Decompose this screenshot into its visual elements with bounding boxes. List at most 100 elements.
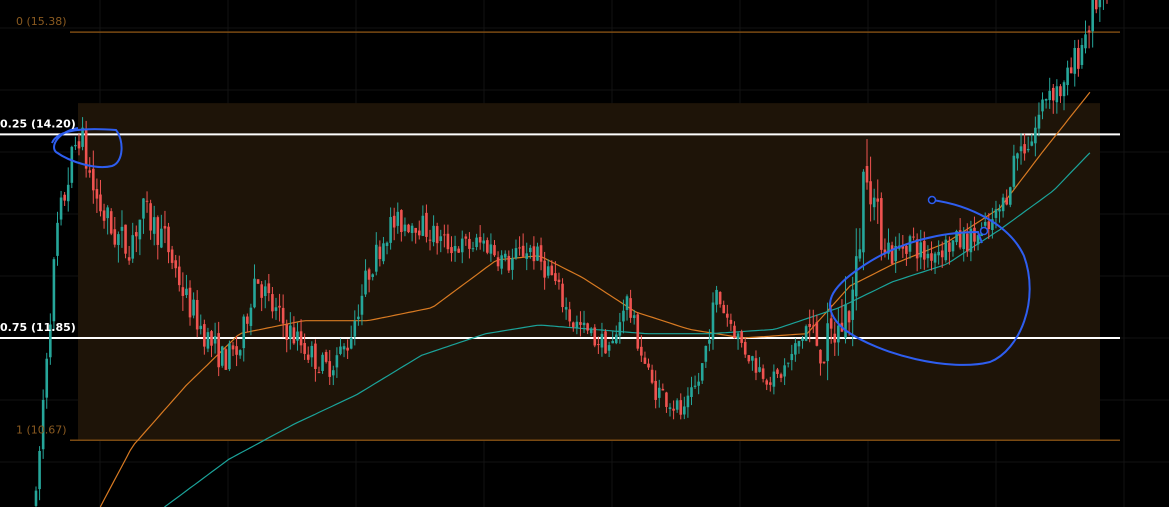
fib-label-0: 0 (15.38)	[16, 15, 67, 28]
candle-body	[948, 242, 951, 252]
candle-body	[529, 247, 532, 253]
candle-body	[708, 339, 711, 344]
candle-body	[514, 248, 518, 259]
candle-body	[955, 231, 958, 243]
candle-body	[872, 197, 876, 208]
candle-body	[854, 256, 858, 297]
candle-body	[851, 289, 854, 320]
candle-body	[310, 345, 314, 358]
candle-body	[614, 334, 618, 344]
candle-body	[353, 320, 357, 337]
candle-body	[865, 166, 869, 183]
candle-body	[292, 327, 296, 344]
candle-body	[1037, 114, 1041, 129]
moving-average-line-2	[164, 152, 1091, 507]
candle-body	[124, 224, 127, 254]
candle-body	[962, 232, 966, 250]
annotation-anchor-end[interactable]	[979, 226, 989, 236]
candle-body	[579, 322, 582, 325]
candle-body	[571, 322, 575, 328]
candle-body	[582, 322, 586, 326]
breakout-circle-annotation[interactable]	[829, 199, 1031, 366]
candle-body	[1069, 67, 1073, 74]
annotation-anchor-start[interactable]	[927, 195, 937, 205]
candle-body	[772, 371, 776, 387]
candle-body	[589, 328, 593, 334]
candle-body	[729, 319, 733, 324]
candle-body	[829, 318, 833, 329]
candle-body	[786, 362, 790, 364]
candle-body	[134, 232, 138, 237]
candle-body	[765, 380, 769, 385]
candle-body	[966, 233, 969, 252]
candle-body	[826, 323, 829, 362]
candle-body	[109, 211, 113, 234]
candle-body	[650, 369, 654, 383]
candle-body	[396, 211, 400, 226]
candle-body	[217, 333, 220, 368]
candle-body	[1034, 127, 1037, 144]
candle-body	[1026, 148, 1030, 151]
candle-body	[403, 224, 407, 232]
candle-body	[145, 200, 149, 202]
candle-body	[1048, 90, 1051, 101]
candle-body	[833, 333, 837, 343]
candle-body	[1023, 144, 1026, 154]
candle-body	[500, 255, 503, 269]
candle-body	[174, 260, 177, 269]
candle-body	[195, 299, 199, 330]
candle-body	[152, 217, 156, 234]
candle-body	[607, 345, 611, 351]
candle-body	[210, 331, 213, 346]
hand-drawn-annotations[interactable]	[51, 127, 1031, 366]
candle-body	[1016, 153, 1019, 159]
candle-body	[453, 245, 457, 252]
candle-body	[940, 250, 944, 258]
candle-body	[790, 353, 794, 361]
candle-body	[1059, 86, 1062, 97]
candle-body	[779, 374, 783, 378]
candle-body	[317, 372, 321, 374]
candle-body	[367, 269, 371, 280]
candle-body	[536, 246, 539, 261]
candle-body	[1030, 141, 1034, 146]
candle-body	[503, 253, 507, 258]
candle-body	[339, 346, 342, 354]
candle-body	[271, 294, 274, 312]
candle-body	[944, 239, 948, 261]
candle-body	[188, 287, 192, 318]
candle-body	[460, 238, 464, 253]
candle-body	[181, 287, 185, 296]
candle-body	[127, 257, 131, 261]
candle-body	[976, 235, 980, 245]
candle-body	[554, 273, 557, 282]
candle-body	[543, 260, 546, 278]
candle-body	[306, 354, 310, 360]
candle-body	[811, 325, 815, 327]
candle-body	[88, 170, 92, 173]
candle-body	[70, 146, 74, 183]
candle-body	[693, 385, 697, 387]
candle-body	[847, 311, 851, 323]
candle-body	[751, 356, 754, 361]
candle-body	[471, 248, 475, 250]
candle-body	[1084, 34, 1087, 49]
candle-body	[496, 257, 500, 267]
candle-body	[994, 209, 998, 218]
candle-body	[1055, 86, 1059, 103]
candle-body	[464, 236, 468, 239]
candle-body	[1077, 47, 1080, 69]
candle-body	[643, 357, 647, 364]
candle-body	[468, 238, 471, 249]
candle-body	[324, 352, 328, 362]
candle-body	[629, 298, 632, 318]
candle-body	[289, 325, 292, 339]
candle-body	[661, 388, 665, 391]
top-circle-annotation[interactable]	[51, 127, 123, 168]
candle-body	[163, 226, 167, 229]
candle-body	[407, 224, 410, 233]
fibonacci-retracement-zone[interactable]	[78, 103, 1100, 441]
candle-body	[539, 245, 543, 262]
candle-body	[518, 247, 521, 249]
